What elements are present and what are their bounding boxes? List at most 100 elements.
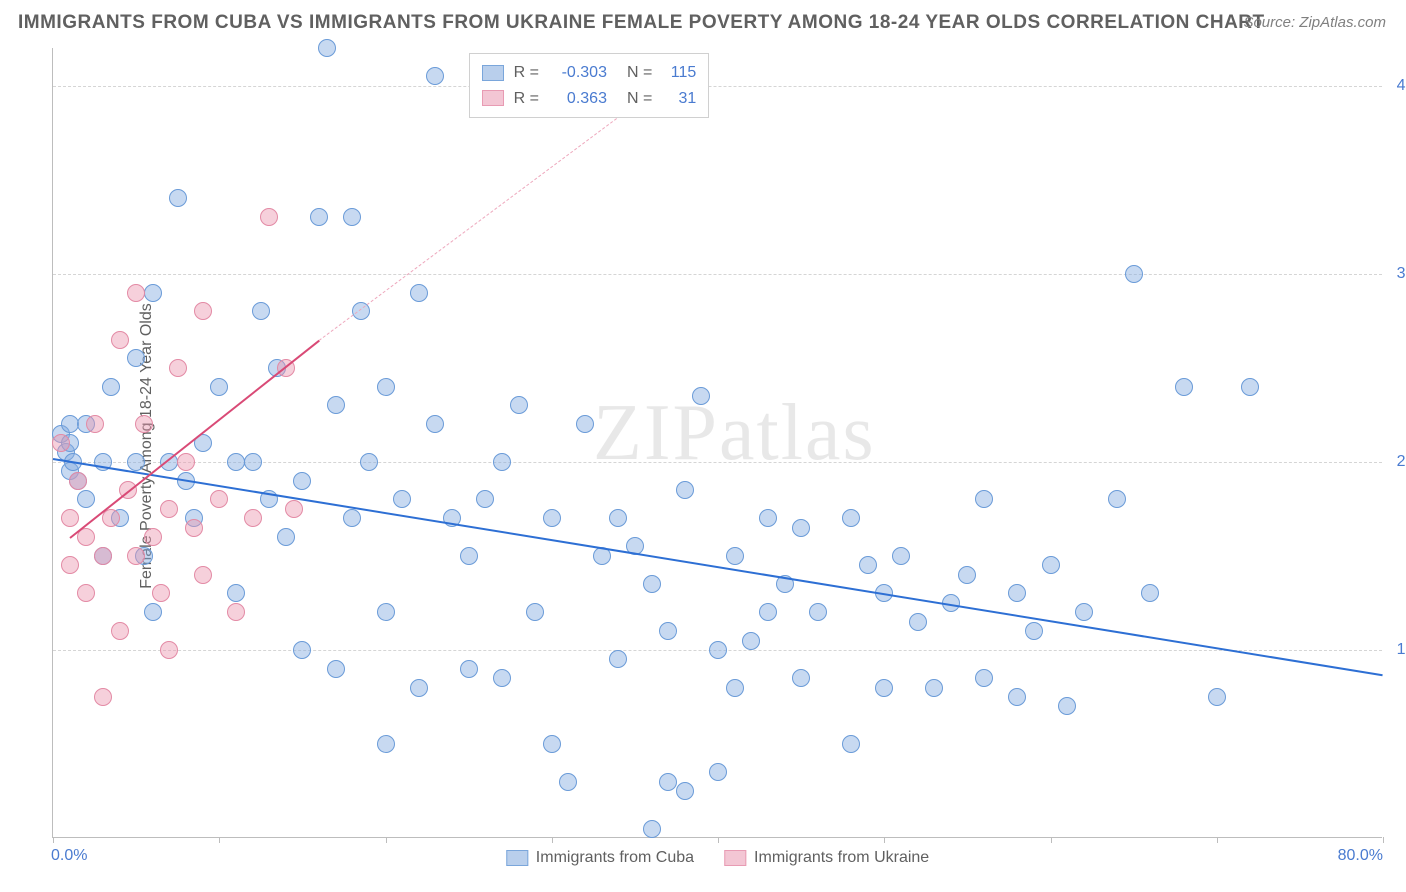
scatter-point [227,453,245,471]
legend-stats-box: R =-0.303N =115R = 0.363N = 31 [469,53,710,118]
scatter-point [69,472,87,490]
scatter-point [252,302,270,320]
scatter-point [659,773,677,791]
scatter-point [185,519,203,537]
scatter-point [1108,490,1126,508]
scatter-point [160,500,178,518]
x-tick-mark [53,837,54,843]
scatter-point [77,490,95,508]
legend-stats-row: R =-0.303N =115 [482,60,697,86]
scatter-point [194,566,212,584]
legend-item: Immigrants from Cuba [506,849,694,867]
scatter-point [1125,265,1143,283]
x-tick-mark [219,837,220,843]
scatter-point [493,453,511,471]
scatter-point [726,547,744,565]
scatter-point [1241,378,1259,396]
scatter-point [77,584,95,602]
scatter-point [86,415,104,433]
x-tick-mark [1051,837,1052,843]
scatter-point [1042,556,1060,574]
scatter-point [1058,697,1076,715]
scatter-point [792,519,810,537]
r-value: -0.303 [549,60,607,86]
scatter-point [909,613,927,631]
scatter-point [510,396,528,414]
scatter-point [127,349,145,367]
scatter-point [742,632,760,650]
scatter-point [327,396,345,414]
scatter-point [293,641,311,659]
scatter-point [244,453,262,471]
x-tick-mark [718,837,719,843]
x-tick-mark [1217,837,1218,843]
legend-swatch [482,65,504,81]
gridline-horizontal [53,86,1382,87]
scatter-point [1025,622,1043,640]
y-tick-label: 20.0% [1397,453,1406,471]
chart-title: IMMIGRANTS FROM CUBA VS IMMIGRANTS FROM … [18,12,1265,34]
scatter-point [709,763,727,781]
legend-label: Immigrants from Ukraine [754,849,929,867]
scatter-point [343,208,361,226]
n-label: N = [627,86,652,112]
scatter-point [792,669,810,687]
x-tick-mark [386,837,387,843]
scatter-point [377,603,395,621]
x-tick-mark [884,837,885,843]
scatter-point [1008,688,1026,706]
scatter-point [1008,584,1026,602]
scatter-point [160,641,178,659]
chart-plot-area: ZIPatlas 10.0%20.0%30.0%40.0%0.0%80.0%R … [52,48,1382,838]
scatter-point [1141,584,1159,602]
scatter-point [61,509,79,527]
scatter-point [293,472,311,490]
scatter-point [177,453,195,471]
scatter-point [277,528,295,546]
x-tick-mark [552,837,553,843]
scatter-point [975,490,993,508]
scatter-point [892,547,910,565]
legend-bottom: Immigrants from Cuba Immigrants from Ukra… [506,849,929,867]
scatter-point [144,603,162,621]
legend-swatch [506,850,528,866]
scatter-point [111,331,129,349]
scatter-point [61,556,79,574]
scatter-point [809,603,827,621]
scatter-point [144,528,162,546]
x-tick-mark [1383,837,1384,843]
scatter-point [676,782,694,800]
scatter-point [210,490,228,508]
scatter-point [61,415,79,433]
scatter-point [426,415,444,433]
scatter-point [127,453,145,471]
legend-item: Immigrants from Ukraine [724,849,929,867]
scatter-point [210,378,228,396]
scatter-point [576,415,594,433]
gridline-horizontal [53,274,1382,275]
scatter-point [842,509,860,527]
x-tick-label: 0.0% [51,847,87,865]
x-tick-label: 80.0% [1338,847,1383,865]
legend-swatch [724,850,746,866]
scatter-point [875,679,893,697]
scatter-point [842,735,860,753]
n-value: 31 [662,86,696,112]
scatter-point [135,415,153,433]
scatter-point [709,641,727,659]
scatter-point [726,679,744,697]
scatter-point [102,378,120,396]
scatter-point [1075,603,1093,621]
scatter-point [476,490,494,508]
scatter-point [958,566,976,584]
n-label: N = [627,60,652,86]
r-label: R = [514,60,539,86]
source-attribution: Source: ZipAtlas.com [1243,14,1386,31]
scatter-point [377,378,395,396]
scatter-point [327,660,345,678]
scatter-point [94,547,112,565]
scatter-point [260,208,278,226]
scatter-point [410,284,428,302]
scatter-point [426,67,444,85]
scatter-point [52,434,70,452]
